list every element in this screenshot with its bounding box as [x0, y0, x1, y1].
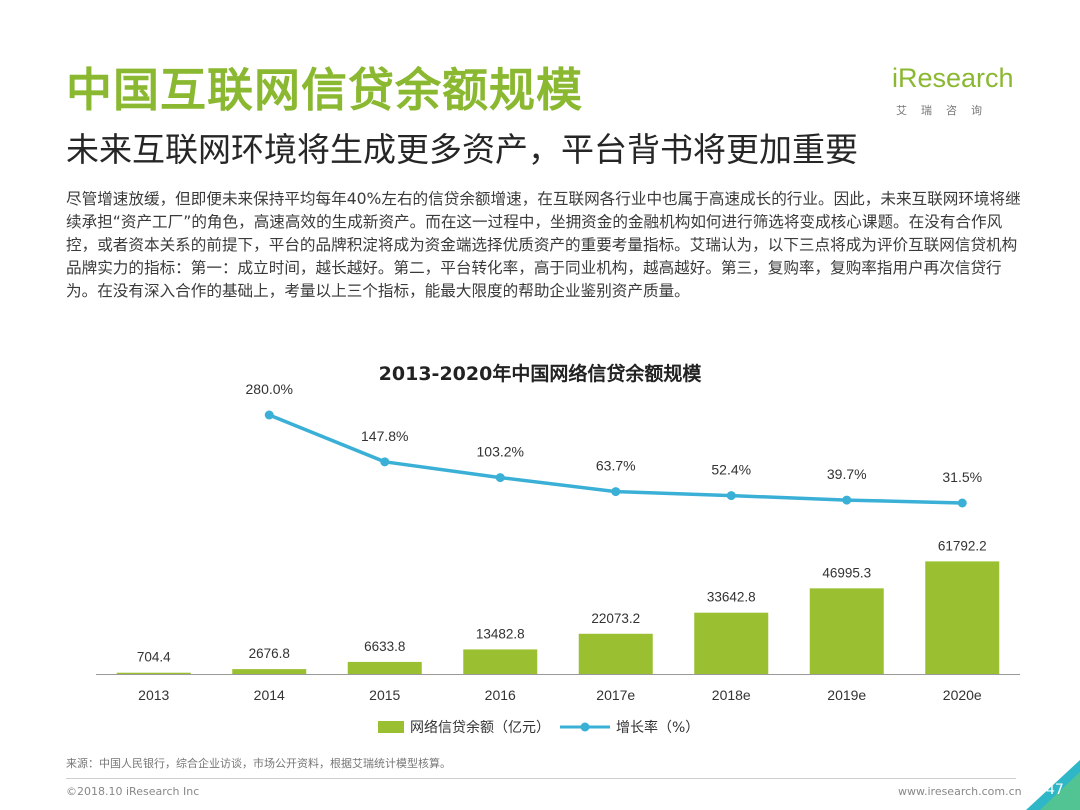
- x-tick-label: 2016: [485, 687, 516, 703]
- logo-wordmark: iResearch: [892, 63, 1014, 93]
- page-number: 47: [1046, 782, 1064, 798]
- growth-rate-point-2018e: [726, 491, 736, 501]
- legend-line-label: 增长率（%）: [616, 719, 699, 736]
- chart-title: 2013-2020年中国网络信贷余额规模: [379, 362, 703, 385]
- bar-2020e: [925, 561, 1000, 674]
- growth-rate-label: 39.7%: [827, 466, 867, 482]
- bar-value-label: 61792.2: [938, 538, 987, 553]
- legend-bar-swatch: [378, 721, 404, 733]
- bar-value-label: 2676.8: [249, 646, 290, 661]
- logo-subtext: 艾瑞咨询: [896, 104, 996, 117]
- bar-2014: [232, 669, 307, 674]
- x-tick-label: 2018e: [712, 687, 751, 703]
- x-tick-label: 2015: [369, 687, 400, 703]
- bar-2015: [347, 661, 422, 674]
- footer-url: www.iresearch.com.cn: [898, 785, 1022, 798]
- bar-value-label: 33642.8: [707, 590, 756, 605]
- bar-2013: [116, 672, 191, 674]
- bar-value-label: 704.4: [137, 650, 171, 665]
- growth-rate-label: 280.0%: [246, 381, 293, 397]
- growth-rate-label: 63.7%: [596, 458, 636, 474]
- growth-rate-point-2014: [264, 410, 274, 420]
- bar-value-label: 46995.3: [822, 565, 871, 580]
- bar-2016: [463, 649, 538, 674]
- growth-rate-point-2015: [380, 457, 390, 467]
- footer-divider: [66, 778, 1016, 779]
- page-subtitle: 未来互联网环境将生成更多资产，平台背书将更加重要: [66, 130, 858, 169]
- legend-bar-label: 网络信贷余额（亿元）: [410, 719, 550, 736]
- growth-rate-point-2019e: [842, 495, 852, 505]
- bar-2019e: [809, 588, 884, 674]
- growth-rate-point-2020e: [957, 498, 967, 508]
- bar-value-label: 6633.8: [364, 639, 405, 654]
- bar-value-label: 22073.2: [591, 611, 640, 626]
- growth-rate-point-2017e: [611, 487, 621, 497]
- x-tick-label: 2019e: [827, 687, 866, 703]
- x-tick-label: 2017e: [596, 687, 635, 703]
- copyright-text: ©2018.10 iResearch Inc: [66, 785, 200, 798]
- page-title: 中国互联网信贷余额规模: [66, 63, 583, 117]
- growth-rate-label: 103.2%: [477, 444, 524, 460]
- bar-2017e: [578, 633, 653, 674]
- iresearch-logo: iResearch 艾瑞咨询: [892, 60, 1032, 130]
- x-tick-label: 2014: [254, 687, 285, 703]
- x-tick-label: 2013: [138, 687, 169, 703]
- x-tick-label: 2020e: [943, 687, 982, 703]
- body-paragraph: 尽管增速放缓，但即便未来保持平均每年40%左右的信贷余额增速，在互联网各行业中也…: [66, 190, 1021, 300]
- source-note: 来源：中国人民银行，综合企业访谈，市场公开资料，根据艾瑞统计模型核算。: [66, 757, 451, 770]
- bar-value-label: 13482.8: [476, 626, 525, 641]
- growth-rate-label: 147.8%: [361, 428, 408, 444]
- bar-2018e: [694, 612, 769, 674]
- legend-line-marker: [580, 722, 590, 732]
- corner-decoration: [1026, 760, 1080, 810]
- growth-rate-point-2016: [495, 473, 505, 483]
- growth-rate-label: 52.4%: [711, 462, 751, 478]
- growth-rate-label: 31.5%: [942, 469, 982, 485]
